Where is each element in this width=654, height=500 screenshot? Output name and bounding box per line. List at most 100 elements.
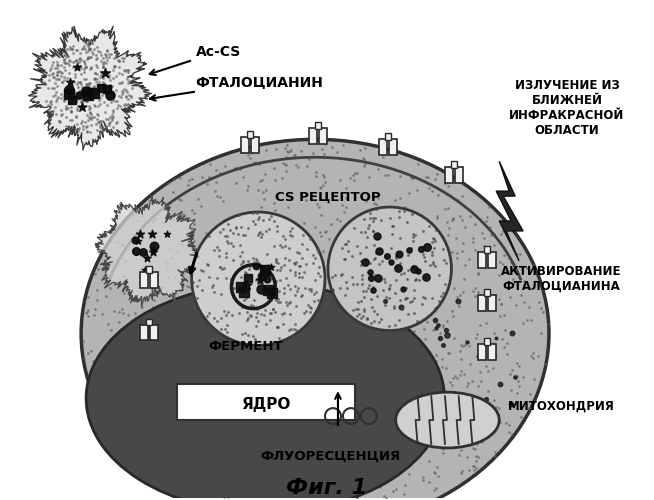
Point [221,305,232,313]
Point [378,264,388,272]
Point [250,158,260,166]
Point [359,450,370,458]
Point [141,382,151,390]
Point [307,286,318,294]
Point [63,90,74,98]
Point [384,322,394,330]
Point [472,330,482,338]
Point [173,212,183,220]
Point [68,96,78,104]
Point [158,218,168,226]
Point [411,238,422,246]
Point [380,301,390,309]
Point [394,194,405,202]
Point [221,434,232,442]
Point [191,288,201,296]
Point [179,428,190,436]
Point [81,122,92,130]
Point [75,86,86,94]
Point [92,114,103,122]
Point [443,231,454,239]
Point [407,318,417,326]
Point [419,253,430,261]
Point [430,304,440,312]
Point [94,118,104,126]
Point [401,284,411,292]
Point [188,491,198,499]
Point [150,228,161,236]
Point [373,270,383,278]
Point [88,358,98,366]
Point [140,201,150,209]
Point [458,239,468,247]
Point [298,219,309,227]
Point [362,314,372,322]
Ellipse shape [81,140,549,500]
Point [215,263,225,271]
Point [233,366,243,374]
Point [383,463,394,471]
Point [92,70,102,78]
FancyBboxPatch shape [478,344,487,360]
Point [439,256,449,264]
Point [437,232,447,239]
Point [385,214,396,222]
Point [517,264,527,272]
Point [187,459,198,467]
Point [107,116,117,124]
Point [274,334,284,342]
Point [345,428,355,436]
Point [366,320,376,328]
Point [284,256,294,264]
Point [114,318,124,326]
Point [264,216,275,224]
Point [221,250,232,258]
Point [48,73,59,81]
Point [270,280,281,287]
Point [319,350,330,358]
Point [337,412,348,420]
Point [223,238,233,246]
Point [107,74,118,82]
Point [216,277,227,285]
Point [50,64,60,72]
Point [221,274,232,281]
Point [462,338,472,346]
Point [495,418,506,426]
Point [429,244,439,252]
Point [417,300,427,308]
Point [396,303,406,311]
Point [370,214,380,222]
Point [281,162,291,170]
Point [429,486,439,494]
Point [400,314,411,322]
Point [239,282,250,290]
Point [214,325,224,333]
Point [369,483,379,491]
Point [512,389,523,397]
Point [153,388,164,396]
Point [120,93,131,101]
Point [47,84,58,92]
Point [332,148,343,156]
Point [388,302,399,310]
Point [59,98,69,106]
Point [490,352,501,360]
Point [78,74,89,82]
Point [411,353,421,361]
Point [318,247,328,255]
Point [301,306,312,314]
Point [201,180,212,188]
Point [473,352,484,360]
Ellipse shape [86,284,445,500]
Point [265,376,275,384]
Point [64,80,75,88]
Point [123,95,133,103]
Point [477,438,487,446]
Point [421,295,432,303]
Point [66,96,77,104]
Point [249,254,259,262]
Point [100,53,111,61]
Point [203,173,214,181]
Point [216,441,227,449]
